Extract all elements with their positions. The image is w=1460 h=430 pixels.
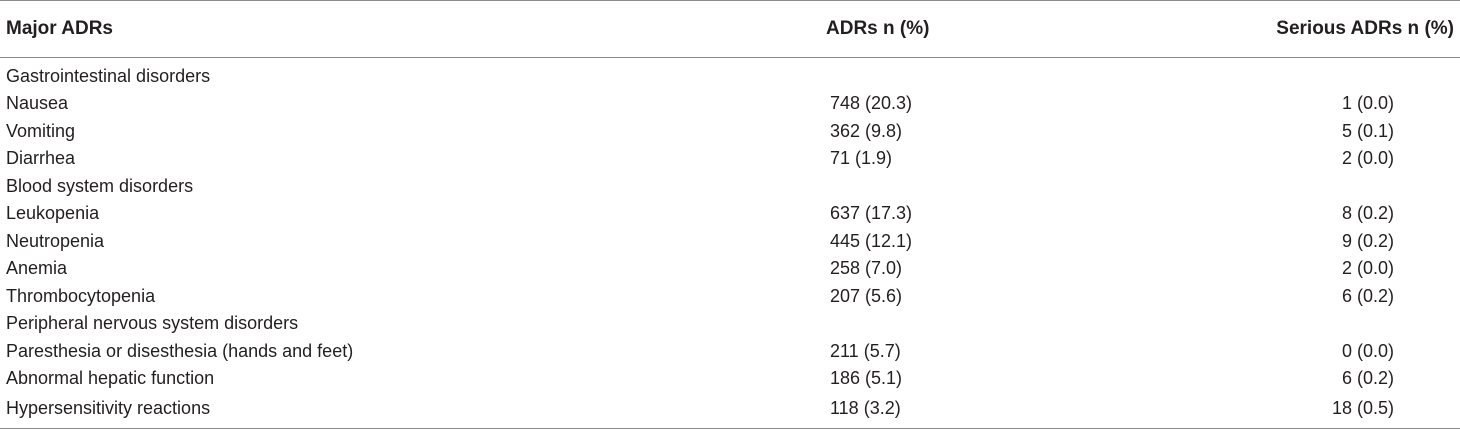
row-serious-value: 6 (0.2)	[1341, 285, 1394, 306]
row-label: Paresthesia or disesthesia (hands and fe…	[6, 340, 354, 361]
row-label: Hypersensitivity reactions	[0, 392, 560, 429]
row-serious-value: 0 (0.0)	[1341, 340, 1394, 361]
row-serious-value: 9 (0.2)	[1341, 230, 1394, 251]
header-serious-adrs-n-percent: Serious ADRs n (%)	[1060, 0, 1460, 58]
table-row: Diarrhea 71 (1.9) 2 (0.0)	[0, 145, 1460, 173]
header-adrs-n-percent: ADRs n (%)	[560, 0, 1060, 58]
row-adr-value: 211 (5.7)	[830, 340, 901, 361]
table-row: Nausea 748 (20.3) 1 (0.0)	[0, 90, 1460, 118]
table-row: Paresthesia or disesthesia (hands and fe…	[0, 337, 1460, 365]
table-row: Peripheral nervous system disorders	[0, 310, 1460, 338]
table-row: Vomiting 362 (9.8) 5 (0.1)	[0, 117, 1460, 145]
row-serious-value: 5 (0.1)	[1341, 120, 1394, 141]
row-label: Neutropenia	[6, 230, 105, 251]
table-row: Thrombocytopenia 207 (5.6) 6 (0.2)	[0, 282, 1460, 310]
table-row: Abnormal hepatic function 186 (5.1) 6 (0…	[0, 365, 1460, 393]
row-serious-value	[1060, 172, 1460, 200]
row-adr-value	[560, 172, 1060, 200]
row-serious-value	[1060, 310, 1460, 338]
row-serious-value: 6 (0.2)	[1341, 368, 1394, 389]
table-row: Hypersensitivity reactions 118 (3.2) 18 …	[0, 392, 1460, 429]
row-label: Anemia	[6, 258, 68, 279]
table-row: Gastrointestinal disorders	[0, 58, 1460, 90]
row-serious-value: 18 (0.5)	[1060, 392, 1460, 429]
row-label: Abnormal hepatic function	[6, 368, 215, 389]
table-row: Anemia 258 (7.0) 2 (0.0)	[0, 255, 1460, 283]
row-adr-value: 186 (5.1)	[830, 368, 903, 389]
row-serious-value: 1 (0.0)	[1341, 93, 1394, 114]
row-adr-value: 118 (3.2)	[560, 392, 1060, 429]
row-adr-value: 71 (1.9)	[830, 148, 893, 169]
row-adr-value: 362 (9.8)	[830, 120, 903, 141]
row-adr-value	[560, 58, 1060, 90]
row-label: Gastrointestinal disorders	[6, 65, 211, 86]
table-row: Blood system disorders	[0, 172, 1460, 200]
row-adr-value: 445 (12.1)	[830, 230, 913, 251]
header-major-adrs: Major ADRs	[0, 0, 560, 58]
row-label: Thrombocytopenia	[6, 285, 156, 306]
row-label: Diarrhea	[6, 148, 76, 169]
row-adr-value: 637 (17.3)	[830, 203, 913, 224]
table-row: Leukopenia 637 (17.3) 8 (0.2)	[0, 200, 1460, 228]
row-serious-value: 2 (0.0)	[1341, 258, 1394, 279]
row-serious-value: 2 (0.0)	[1341, 148, 1394, 169]
table-row: Neutropenia 445 (12.1) 9 (0.2)	[0, 227, 1460, 255]
table-header-row: Major ADRs ADRs n (%) Serious ADRs n (%)	[0, 0, 1460, 58]
row-label: Leukopenia	[6, 203, 100, 224]
row-serious-value: 8 (0.2)	[1341, 203, 1394, 224]
row-label: Blood system disorders	[6, 175, 194, 196]
row-adr-value: 258 (7.0)	[830, 258, 903, 279]
row-serious-value	[1060, 58, 1460, 90]
row-adr-value: 748 (20.3)	[830, 93, 913, 114]
row-label: Nausea	[6, 93, 69, 114]
row-label: Vomiting	[6, 120, 76, 141]
row-label: Peripheral nervous system disorders	[6, 313, 299, 334]
row-adr-value: 207 (5.6)	[830, 285, 903, 306]
row-adr-value	[560, 310, 1060, 338]
